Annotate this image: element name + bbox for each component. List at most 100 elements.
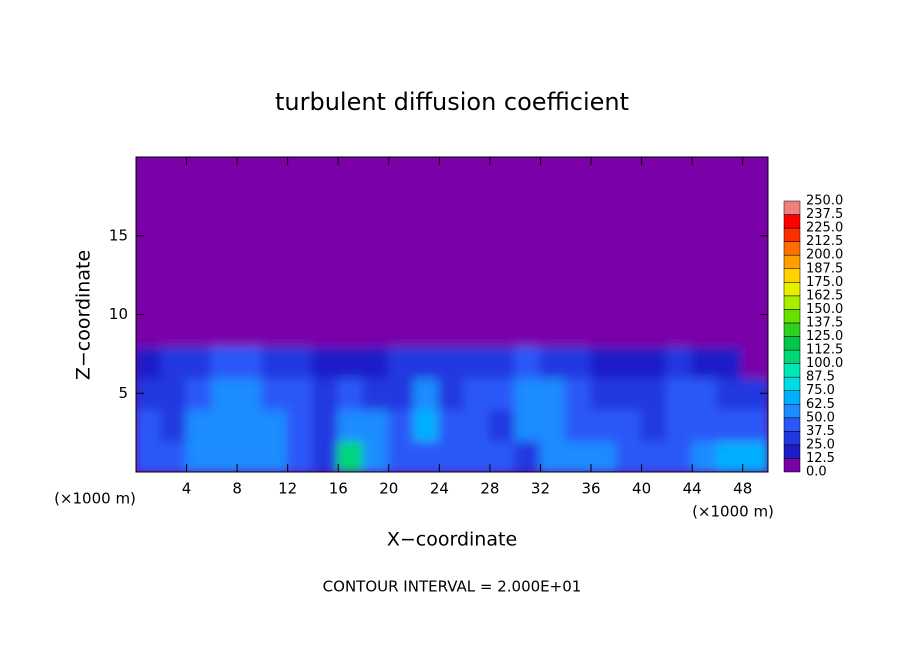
- colorbar-swatch: [783, 349, 801, 364]
- y-tick-label: 15: [109, 226, 128, 244]
- colorbar-label: 162.5: [806, 288, 843, 303]
- field-cell: [615, 219, 643, 253]
- field-cell: [286, 250, 314, 284]
- field-cell: [488, 313, 517, 347]
- field-cell: [640, 345, 668, 379]
- colorbar-swatch: [783, 404, 801, 419]
- field-cell: [716, 439, 744, 472]
- colorbar-swatch: [783, 214, 801, 229]
- field-cell: [387, 345, 416, 379]
- field-cell: [210, 282, 239, 316]
- field-cell: [514, 439, 542, 472]
- field-cell: [691, 313, 719, 347]
- field-cell: [514, 282, 542, 316]
- field-cell: [236, 313, 264, 347]
- field-cell: [691, 282, 719, 316]
- colorbar-label: 12.5: [806, 451, 835, 466]
- field-cell: [413, 187, 441, 221]
- field-cell: [665, 408, 694, 442]
- colorbar-swatch: [783, 458, 801, 473]
- colorbar-swatch: [783, 363, 801, 378]
- field-cell: [136, 313, 163, 347]
- field-cell: [286, 219, 314, 253]
- field-cell: [261, 408, 289, 442]
- field-cell: [691, 376, 719, 410]
- x-tick-label: 8: [232, 480, 242, 498]
- colorbar-swatch: [783, 417, 801, 432]
- colorbar-label: 225.0: [806, 221, 843, 236]
- field-cell: [665, 157, 694, 190]
- field-cell: [615, 250, 643, 284]
- field-cell: [136, 345, 163, 379]
- field-cell: [387, 250, 416, 284]
- field-cells: [136, 157, 768, 472]
- field-cell: [311, 345, 340, 379]
- field-cell: [136, 439, 163, 472]
- field-cell: [539, 376, 567, 410]
- field-cell: [413, 439, 441, 472]
- field-cell: [463, 219, 491, 253]
- field-cell: [488, 282, 517, 316]
- field-cell: [640, 313, 668, 347]
- field-cell: [590, 187, 618, 221]
- colorbar-swatch: [783, 444, 801, 459]
- field-cell: [463, 157, 491, 190]
- field-cell: [665, 345, 694, 379]
- field-cell: [741, 250, 768, 284]
- field-cell: [210, 219, 239, 253]
- field-cell: [590, 376, 618, 410]
- field-cell: [488, 408, 517, 442]
- field-cell: [337, 439, 365, 472]
- field-cell: [665, 250, 694, 284]
- field-cell: [413, 250, 441, 284]
- field-cell: [261, 250, 289, 284]
- field-cell: [488, 219, 517, 253]
- field-cell: [362, 187, 390, 221]
- field-cell: [615, 282, 643, 316]
- field-cell: [236, 157, 264, 190]
- colorbar-label: 250.0: [806, 194, 843, 209]
- field-cell: [337, 313, 365, 347]
- colorbar-label: 0.0: [806, 465, 827, 480]
- field-cell: [185, 187, 213, 221]
- field-cell: [160, 345, 188, 379]
- field-cell: [362, 282, 390, 316]
- field-cell: [741, 345, 768, 379]
- field-cell: [136, 187, 163, 221]
- field-cell: [210, 313, 239, 347]
- contour-note: CONTOUR INTERVAL = 2.000E+01: [323, 578, 582, 596]
- field-cell: [691, 250, 719, 284]
- field-cell: [185, 282, 213, 316]
- field-cell: [665, 313, 694, 347]
- field-cell: [236, 408, 264, 442]
- field-cell: [665, 282, 694, 316]
- field-cell: [387, 157, 416, 190]
- field-cell: [691, 219, 719, 253]
- colorbar-label: 50.0: [806, 410, 835, 425]
- field-cell: [413, 408, 441, 442]
- field-cell: [615, 345, 643, 379]
- field-cell: [463, 187, 491, 221]
- x-axis-label: X−coordinate: [387, 529, 517, 551]
- field-cell: [438, 439, 466, 472]
- field-cell: [286, 282, 314, 316]
- field-cell: [716, 345, 744, 379]
- field-cell: [488, 439, 517, 472]
- field-cell: [236, 187, 264, 221]
- colorbar-label: 100.0: [806, 356, 843, 371]
- field-cell: [286, 345, 314, 379]
- field-cell: [539, 408, 567, 442]
- field-cell: [539, 345, 567, 379]
- field-cell: [539, 250, 567, 284]
- field-cell: [261, 376, 289, 410]
- field-cell: [640, 282, 668, 316]
- colorbar-swatch: [783, 431, 801, 446]
- field-cell: [539, 157, 567, 190]
- field-cell: [488, 376, 517, 410]
- colorbar-swatch: [783, 282, 801, 297]
- field-cell: [413, 282, 441, 316]
- field-cell: [564, 439, 593, 472]
- field-cell: [160, 408, 188, 442]
- field-cell: [741, 157, 768, 190]
- field-cell: [185, 345, 213, 379]
